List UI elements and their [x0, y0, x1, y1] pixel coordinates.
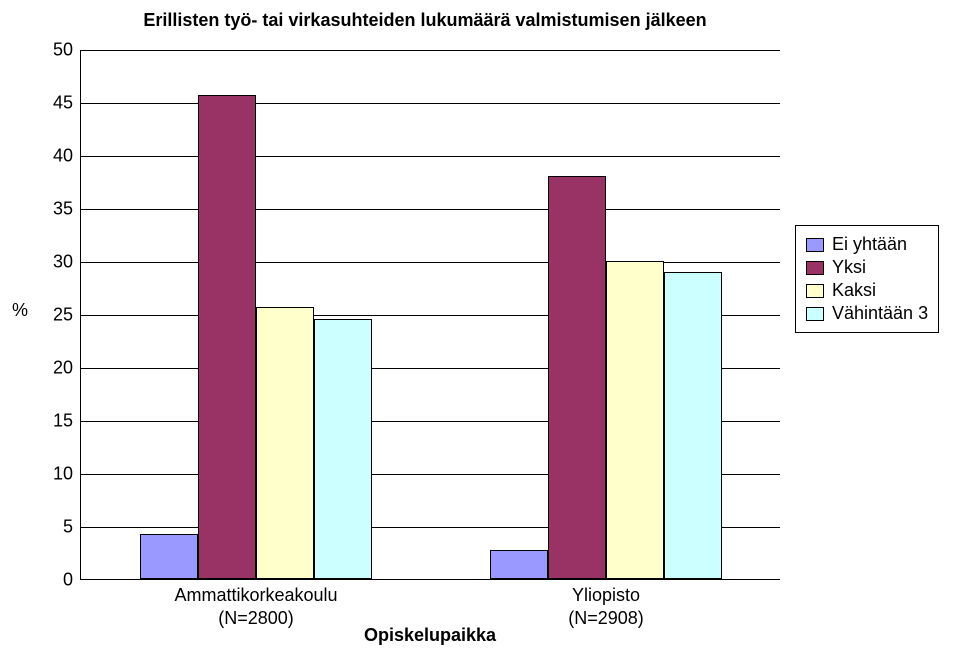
- legend-swatch: [806, 284, 824, 298]
- grid-line: [81, 209, 780, 210]
- y-tick-label: 0: [33, 570, 81, 591]
- bar: [548, 176, 606, 579]
- y-tick-label: 25: [33, 305, 81, 326]
- grid-line: [81, 103, 780, 104]
- legend-swatch: [806, 307, 824, 321]
- legend-row: Yksi: [806, 257, 928, 278]
- legend-row: Vähintään 3: [806, 303, 928, 324]
- category-label: Ammattikorkeakoulu(N=2800): [156, 584, 356, 629]
- legend-label: Ei yhtään: [832, 234, 907, 255]
- y-axis-label: %: [12, 300, 28, 321]
- legend-label: Kaksi: [832, 280, 876, 301]
- grid-line: [81, 262, 780, 263]
- legend: Ei yhtäänYksiKaksiVähintään 3: [795, 225, 939, 333]
- y-tick-label: 50: [33, 40, 81, 61]
- plot-area: 05101520253035404550Ammattikorkeakoulu(N…: [80, 50, 780, 580]
- bar: [664, 272, 722, 579]
- legend-row: Ei yhtään: [806, 234, 928, 255]
- y-tick-label: 5: [33, 517, 81, 538]
- y-tick-label: 45: [33, 93, 81, 114]
- category-label: Yliopisto(N=2908): [506, 584, 706, 629]
- y-tick-label: 10: [33, 464, 81, 485]
- bar: [490, 550, 548, 579]
- x-axis-label: Opiskelupaikka: [80, 625, 780, 646]
- legend-label: Yksi: [832, 257, 866, 278]
- bar: [198, 95, 256, 579]
- category-name: Yliopisto: [572, 585, 640, 605]
- legend-swatch: [806, 261, 824, 275]
- bar: [606, 261, 664, 579]
- bar: [140, 534, 198, 579]
- bar: [314, 319, 372, 579]
- legend-row: Kaksi: [806, 280, 928, 301]
- y-tick-label: 15: [33, 411, 81, 432]
- chart-title: Erillisten työ- tai virkasuhteiden lukum…: [0, 10, 850, 31]
- y-tick-label: 35: [33, 199, 81, 220]
- grid-line: [81, 50, 780, 51]
- y-tick-label: 20: [33, 358, 81, 379]
- legend-swatch: [806, 238, 824, 252]
- grid-line: [81, 156, 780, 157]
- category-name: Ammattikorkeakoulu: [174, 585, 337, 605]
- y-tick-label: 40: [33, 146, 81, 167]
- y-tick-label: 30: [33, 252, 81, 273]
- legend-label: Vähintään 3: [832, 303, 928, 324]
- bar: [256, 307, 314, 579]
